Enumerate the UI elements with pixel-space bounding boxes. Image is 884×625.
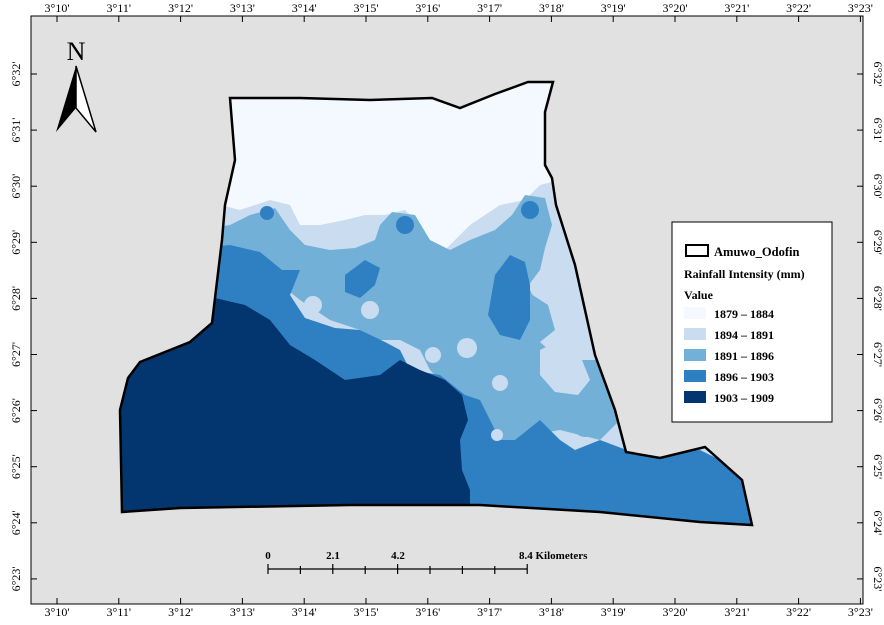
lon-label-top: 3°19' bbox=[601, 1, 626, 15]
legend-subtitle: Value bbox=[684, 288, 714, 302]
zone-class-4 bbox=[488, 255, 530, 340]
lon-label-bottom: 3°10' bbox=[45, 605, 70, 619]
lat-label-left: 6°30' bbox=[9, 174, 23, 199]
lat-label-left: 6°31' bbox=[9, 118, 23, 143]
legend-item-label: 1894 – 1891 bbox=[714, 328, 774, 342]
lon-label-top: 3°15' bbox=[354, 1, 379, 15]
lon-label-bottom: 3°19' bbox=[601, 605, 626, 619]
zone-class-2 bbox=[492, 375, 508, 391]
scale-label-3: 8.4 Kilometers bbox=[519, 550, 588, 562]
lat-label-right: 6°29' bbox=[871, 230, 884, 255]
lat-label-right: 6°31' bbox=[871, 118, 884, 143]
lon-label-top: 3°12' bbox=[168, 1, 193, 15]
zone-class-2 bbox=[491, 429, 503, 441]
lon-label-top: 3°10' bbox=[45, 1, 70, 15]
zone-class-2 bbox=[304, 296, 322, 314]
lon-label-top: 3°14' bbox=[292, 1, 317, 15]
lon-label-bottom: 3°11' bbox=[107, 605, 132, 619]
graticule-ticks: 3°10' 3°10' 3°11' 3°11' 3°12' 3°12' 3°13' 3°13'… bbox=[9, 1, 884, 619]
legend-item-label: 1896 – 1903 bbox=[714, 370, 774, 384]
lat-label-right: 6°32' bbox=[871, 62, 884, 87]
legend-item-label: 1879 – 1884 bbox=[714, 307, 774, 321]
north-label: N bbox=[67, 37, 86, 66]
zone-class-1 bbox=[200, 82, 580, 250]
lat-label-left: 6°29' bbox=[9, 230, 23, 255]
scale-bar-ticks bbox=[267, 564, 528, 574]
lon-label-bottom: 3°15' bbox=[354, 605, 379, 619]
lat-label-left: 6°32' bbox=[9, 62, 23, 87]
legend-layer-swatch bbox=[685, 244, 709, 257]
lon-label-top: 3°16' bbox=[415, 1, 440, 15]
lon-label-top: 3°21' bbox=[724, 1, 749, 15]
legend-items: 1879 – 1884 1894 – 1891 1891 – 1896 1896 – … bbox=[684, 307, 774, 405]
lon-label-bottom: 3°18' bbox=[539, 605, 564, 619]
lat-label-right: 6°26' bbox=[871, 398, 884, 423]
lat-label-left: 6°28' bbox=[9, 286, 23, 311]
zone-class-2 bbox=[361, 301, 379, 319]
zone-class-5 bbox=[120, 298, 470, 525]
legend-item-label: 1891 – 1896 bbox=[714, 349, 774, 363]
legend-item-label: 1903 – 1909 bbox=[714, 391, 774, 405]
scale-bar: 0 2.1 4.2 8.4 Kilometers bbox=[265, 550, 588, 574]
north-arrow-icon bbox=[56, 66, 76, 132]
legend-layer-name: Amuwo_Odofin bbox=[714, 245, 799, 259]
lon-label-bottom: 3°12' bbox=[168, 605, 193, 619]
zone-class-4 bbox=[260, 206, 274, 220]
zone-class-2 bbox=[540, 340, 590, 395]
lon-label-bottom: 3°13' bbox=[230, 605, 255, 619]
amuwo-odofin-boundary bbox=[118, 80, 754, 527]
zone-class-4 bbox=[521, 201, 539, 219]
lon-label-top: 3°20' bbox=[663, 1, 688, 15]
lat-label-left: 6°23' bbox=[9, 566, 23, 591]
lon-label-bottom: 3°14' bbox=[292, 605, 317, 619]
north-arrow: N bbox=[56, 37, 97, 133]
lat-label-left: 6°25' bbox=[9, 454, 23, 479]
legend-swatch bbox=[684, 370, 706, 382]
lon-label-bottom: 3°20' bbox=[663, 605, 688, 619]
lat-label-left: 6°24' bbox=[9, 510, 23, 535]
lon-label-top: 3°23' bbox=[848, 1, 873, 15]
zone-class-4 bbox=[396, 216, 414, 234]
zone-class-3 bbox=[511, 388, 535, 412]
scale-label-0: 0 bbox=[265, 550, 271, 562]
lon-label-bottom: 3°23' bbox=[848, 605, 873, 619]
zone-class-3 bbox=[573, 413, 597, 437]
legend: Amuwo_Odofin Rainfall Intensity (mm) Val… bbox=[671, 221, 833, 423]
lat-label-right: 6°28' bbox=[871, 286, 884, 311]
lat-label-right: 6°27' bbox=[871, 342, 884, 367]
lat-label-right: 6°25' bbox=[871, 454, 884, 479]
lon-label-bottom: 3°21' bbox=[724, 605, 749, 619]
legend-swatch bbox=[684, 307, 706, 319]
legend-title: Rainfall Intensity (mm) bbox=[684, 267, 805, 281]
lon-label-bottom: 3°22' bbox=[786, 605, 811, 619]
lon-label-top: 3°17' bbox=[477, 1, 502, 15]
lat-label-left: 6°26' bbox=[9, 398, 23, 423]
lon-label-bottom: 3°17' bbox=[477, 605, 502, 619]
scale-label-1: 2.1 bbox=[326, 550, 340, 562]
lon-label-top: 3°22' bbox=[786, 1, 811, 15]
lat-label-right: 6°30' bbox=[871, 174, 884, 199]
lat-label-right: 6°23' bbox=[871, 566, 884, 591]
lat-label-right: 6°24' bbox=[871, 510, 884, 535]
zone-class-4 bbox=[345, 260, 380, 298]
north-arrow-icon bbox=[75, 65, 97, 133]
lon-label-top: 3°11' bbox=[107, 1, 132, 15]
zone-class-2 bbox=[457, 338, 477, 358]
legend-swatch bbox=[684, 328, 706, 340]
legend-swatch bbox=[684, 349, 706, 361]
lon-label-top: 3°13' bbox=[230, 1, 255, 15]
legend-swatch bbox=[684, 391, 706, 403]
scale-label-2: 4.2 bbox=[391, 550, 405, 562]
zone-class-2 bbox=[425, 347, 441, 363]
lat-label-left: 6°27' bbox=[9, 342, 23, 367]
lon-label-top: 3°18' bbox=[539, 1, 564, 15]
lon-label-bottom: 3°16' bbox=[415, 605, 440, 619]
